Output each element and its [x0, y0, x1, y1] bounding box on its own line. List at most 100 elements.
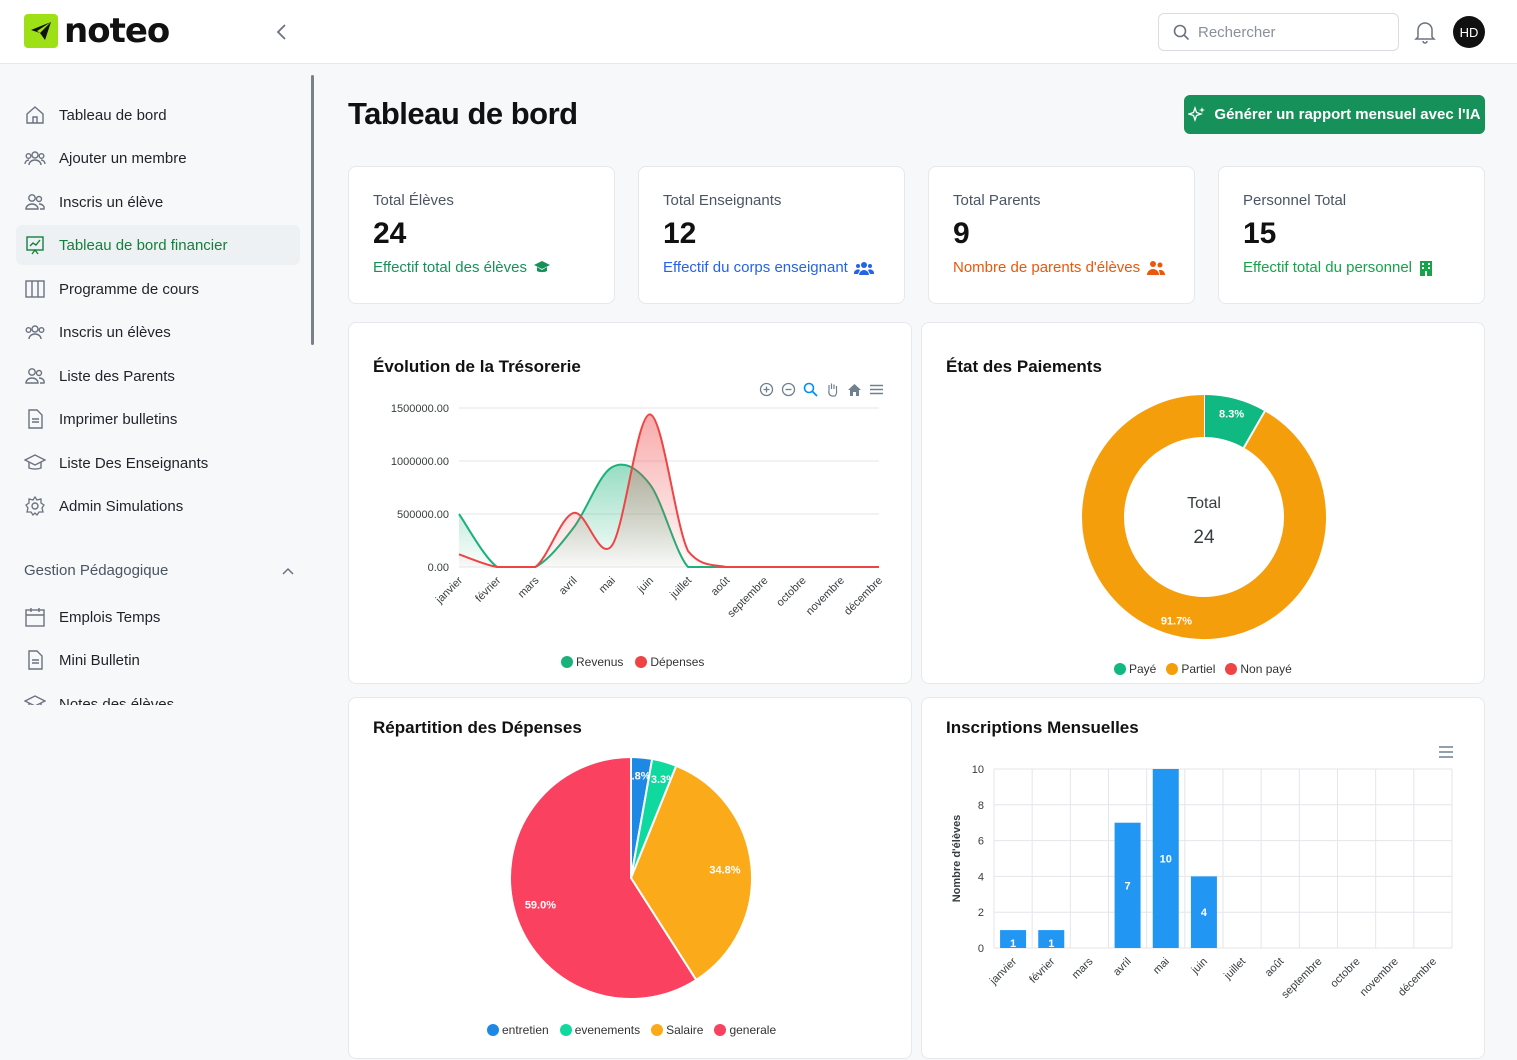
bar-janvier	[1000, 930, 1027, 948]
stat-value: 24	[373, 217, 407, 250]
zoom-in-icon[interactable]	[758, 381, 774, 397]
y-tick-label: 2	[978, 907, 984, 919]
x-tick-label: mai	[597, 575, 618, 596]
stat-card-personnel: Personnel Total 15 Effectif total du per…	[1218, 166, 1485, 304]
sidebar-item-label: Programme de cours	[59, 280, 200, 298]
search-input[interactable]	[1198, 23, 1388, 41]
x-tick-label: décembre	[842, 575, 885, 618]
bar-mai	[1152, 769, 1179, 948]
sidebar-item-admin-simulations[interactable]: Admin Simulations	[16, 486, 300, 526]
panel-tresorerie: Évolution de la Trésorerie 0.00 500000.00…	[348, 322, 912, 684]
sidebar-item-tableau-financier[interactable]: Tableau de bord financier	[16, 225, 300, 265]
graduation-cap-icon	[533, 260, 550, 272]
sidebar-item-label: Inscris un élèves	[59, 323, 171, 341]
calendar-icon	[24, 606, 46, 628]
legend-item-entretien[interactable]: entretien	[487, 1023, 549, 1037]
legend-item-non-paye[interactable]: Non payé	[1225, 662, 1292, 676]
pie-slice-generale	[509, 755, 698, 1000]
zoom-selection-icon[interactable]	[802, 381, 818, 397]
legend-item-evenements[interactable]: evenements	[559, 1023, 640, 1037]
sidebar-item-mini-bulletin[interactable]: Mini Bulletin	[16, 640, 300, 680]
sidebar-item-tableau-de-bord[interactable]: Tableau de bord	[16, 95, 300, 135]
search-box	[1158, 13, 1399, 51]
x-tick-label: décembre	[1396, 956, 1439, 999]
stat-label: Total Élèves	[373, 192, 454, 209]
brand-logo[interactable]: noteo	[24, 14, 170, 48]
zoom-out-icon[interactable]	[780, 381, 796, 397]
sidebar-item-inscris-eleve[interactable]: Inscris un élève	[16, 182, 300, 222]
series-line-Dépenses	[458, 413, 879, 568]
users-icon	[24, 321, 46, 343]
users-icon	[24, 147, 46, 169]
generate-report-button[interactable]: Générer un rapport mensuel avec l'IA	[1184, 95, 1485, 134]
users-icon	[853, 261, 874, 275]
paiements-donut-chart: 8.3% 91.7% Total 24	[1082, 395, 1326, 639]
y-tick-label: 4	[978, 871, 984, 883]
legend-label: Salaire	[666, 1023, 704, 1037]
sidebar-item-label: Imprimer bulletins	[59, 410, 178, 428]
legend-item-paye[interactable]: Payé	[1114, 662, 1156, 676]
y-tick-label: 8	[978, 800, 984, 812]
generate-report-label: Générer un rapport mensuel avec l'IA	[1214, 106, 1481, 123]
y-tick-label: 6	[978, 836, 984, 848]
user-pair-icon	[1147, 260, 1166, 275]
chart-title: État des Paiements	[946, 357, 1102, 376]
sidebar-item-programme-cours[interactable]: Programme de cours	[16, 269, 300, 309]
chevron-left-icon	[276, 24, 286, 40]
legend-item-depenses[interactable]: Dépenses	[635, 655, 704, 669]
legend-dot	[714, 1024, 727, 1036]
legend-item-salaire[interactable]: Salaire	[651, 1023, 703, 1037]
x-tick-label: juillet	[667, 575, 694, 602]
bar-label: 7	[1125, 880, 1131, 892]
chart-title: Répartition des Dépenses	[373, 718, 582, 737]
sidebar-item-label: Admin Simulations	[59, 497, 184, 515]
legend-item-revenus[interactable]: Revenus	[561, 655, 623, 669]
sidebar-item-liste-parents[interactable]: Liste des Parents	[16, 356, 300, 396]
reset-home-icon[interactable]	[846, 381, 862, 397]
x-tick-label: février	[1027, 955, 1057, 985]
sidebar-item-ajouter-membre[interactable]: Ajouter un membre	[16, 138, 300, 178]
legend-item-partiel[interactable]: Partiel	[1166, 662, 1215, 676]
bar-février	[1038, 930, 1065, 948]
legend-dot	[1225, 663, 1238, 675]
stat-value: 15	[1243, 217, 1277, 250]
sidebar-scrollbar[interactable]	[311, 75, 314, 345]
x-tick-label: avril	[557, 575, 580, 598]
building-icon	[1420, 260, 1432, 276]
stat-label: Total Enseignants	[663, 192, 782, 209]
y-tick-label: 500000.00	[397, 509, 449, 521]
sidebar-item-inscris-eleves[interactable]: Inscris un élèves	[16, 312, 300, 352]
pie-slice-Salaire	[629, 764, 753, 982]
sidebar-item-label: Liste des Parents	[59, 367, 175, 385]
sidebar-item-emplois-temps[interactable]: Emplois Temps	[16, 597, 300, 637]
page-title: Tableau de bord	[348, 96, 578, 131]
stat-subtitle-text: Effectif du corps enseignant	[663, 259, 848, 276]
x-tick-label: novembre	[804, 575, 847, 618]
user-avatar[interactable]: HD	[1453, 16, 1485, 48]
stat-value: 12	[663, 217, 697, 250]
menu-icon[interactable]	[868, 381, 884, 397]
notification-button[interactable]	[1414, 20, 1436, 49]
x-tick-label: juin	[635, 575, 656, 596]
x-tick-label: octobre	[1328, 956, 1362, 990]
inscriptions-bar-chart: 0 2 4 6 8 10 Nombre d'élèves 1 janvier 1 février ma…	[951, 764, 1453, 1001]
donut-slice-Partiel	[1082, 395, 1326, 639]
section-gestion-pedagogique[interactable]: Gestion Pédagogique	[24, 562, 294, 579]
stat-subtitle-text: Nombre de parents d'élèves	[953, 259, 1141, 276]
stat-label: Total Parents	[953, 192, 1041, 209]
x-tick-label: juin	[1189, 956, 1210, 977]
tresorerie-area-chart: 0.00 500000.00 1000000.00 1500000.00 janvier…	[391, 403, 885, 620]
legend-dot	[559, 1024, 572, 1036]
sidebar-item-imprimer-bulletins[interactable]: Imprimer bulletins	[16, 399, 300, 439]
pan-hand-icon[interactable]	[824, 381, 840, 397]
sidebar-item-notes-eleves[interactable]: Notes des élèves	[16, 684, 300, 705]
stat-subtitle: Effectif total des élèves	[373, 259, 614, 276]
stat-subtitle-text: Effectif total du personnel	[1243, 259, 1412, 276]
collapse-sidebar-button[interactable]	[270, 20, 292, 44]
sidebar-item-liste-enseignants[interactable]: Liste Des Enseignants	[16, 443, 300, 483]
legend-item-generale[interactable]: generale	[714, 1023, 776, 1037]
menu-icon[interactable]	[1438, 744, 1454, 760]
section-title-label: Gestion Pédagogique	[24, 562, 169, 579]
x-tick-label: mai	[1151, 956, 1172, 977]
chart-title: Inscriptions Mensuelles	[946, 718, 1139, 737]
